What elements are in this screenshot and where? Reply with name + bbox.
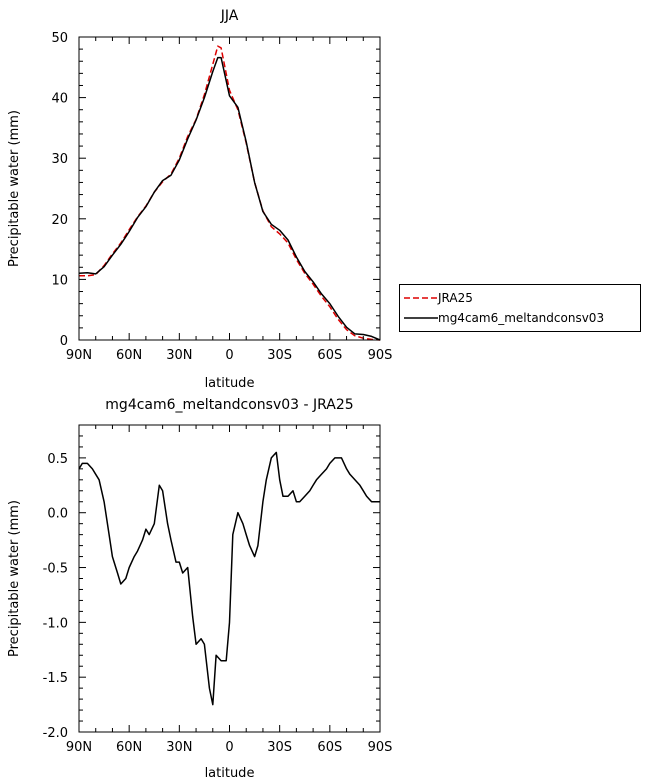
top-x-axis-label: latitude bbox=[205, 376, 255, 391]
top-chart-title: JJA bbox=[220, 8, 239, 24]
bottom-y-tick-label: 0.0 bbox=[47, 507, 68, 522]
top-y-tick-label: 50 bbox=[51, 31, 68, 46]
top-y-tick-label: 0 bbox=[60, 334, 68, 349]
top-x-tick-label: 30N bbox=[166, 348, 192, 363]
top-y-tick-label: 30 bbox=[51, 152, 68, 167]
bottom-chart-title: mg4cam6_meltandconsv03 - JRA25 bbox=[105, 397, 353, 413]
top-x-tick-label: 90S bbox=[368, 348, 393, 363]
bottom-x-tick-label: 90N bbox=[66, 740, 92, 755]
bottom-y-tick-label: -2.0 bbox=[43, 726, 68, 741]
chart-panel-top: JJA 90N 60N 30N 0 30S 60S 90S 0 10 20 30 40 50 latitud… bbox=[7, 8, 392, 391]
bottom-series-0-line bbox=[78, 451, 380, 706]
legend-label-model: mg4cam6_meltandconsv03 bbox=[438, 311, 605, 325]
top-y-tick-label: 20 bbox=[51, 213, 68, 228]
bottom-x-tick-label: 30S bbox=[267, 740, 292, 755]
legend-label-jra25: JRA25 bbox=[438, 291, 473, 305]
top-y-tick-label: 40 bbox=[51, 92, 68, 107]
bottom-x-tick-label: 90S bbox=[368, 740, 393, 755]
bottom-y-tick-label: -1.0 bbox=[43, 616, 68, 631]
bottom-x-tick-label: 60S bbox=[317, 740, 342, 755]
legend-swatch-model bbox=[404, 317, 438, 319]
bottom-plot-frame bbox=[78, 424, 381, 733]
bottom-y-axis-label: Precipitable water (mm) bbox=[7, 500, 22, 657]
legend-item-jra25: JRA25 bbox=[400, 289, 640, 307]
bottom-y-tick-label: 0.5 bbox=[47, 452, 68, 467]
top-x-tick-label: 90N bbox=[66, 348, 92, 363]
bottom-x-axis-label: latitude bbox=[205, 766, 255, 781]
chart-panel-bottom: mg4cam6_meltandconsv03 - JRA25 90N 60N 30N 0… bbox=[7, 397, 392, 781]
bottom-x-tick-label: 60N bbox=[116, 740, 142, 755]
top-plot-frame bbox=[78, 36, 381, 341]
legend-swatch-jra25 bbox=[404, 297, 438, 299]
top-series-mg4cam6-meltandconsv03-line bbox=[78, 56, 381, 341]
top-y-tick-label: 10 bbox=[51, 273, 68, 288]
top-x-tick-label: 30S bbox=[267, 348, 292, 363]
legend: JRA25 mg4cam6_meltandconsv03 bbox=[399, 284, 641, 332]
bottom-y-tick-label: -0.5 bbox=[43, 562, 68, 577]
legend-item-model: mg4cam6_meltandconsv03 bbox=[400, 309, 640, 327]
bottom-x-tick-label: 0 bbox=[225, 740, 233, 755]
top-x-tick-label: 0 bbox=[225, 348, 233, 363]
bottom-x-tick-label: 30N bbox=[166, 740, 192, 755]
top-series-jra25-line bbox=[79, 45, 381, 341]
top-x-tick-label: 60N bbox=[116, 348, 142, 363]
bottom-y-tick-label: -1.5 bbox=[43, 671, 68, 686]
top-y-axis-label: Precipitable water (mm) bbox=[7, 110, 22, 267]
top-x-tick-label: 60S bbox=[317, 348, 342, 363]
